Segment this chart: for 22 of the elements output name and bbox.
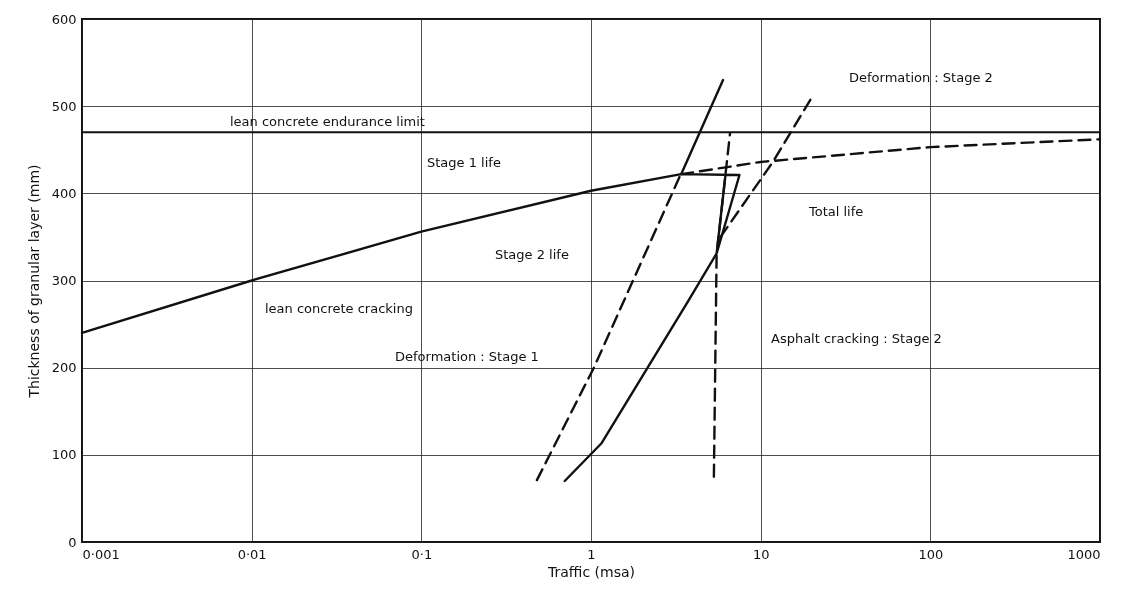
x-tick-label: 0·001: [82, 546, 120, 562]
annotation: Deformation : Stage 2: [849, 70, 993, 85]
annotation: Stage 2 life: [495, 247, 569, 262]
y-tick-label: 500: [51, 98, 77, 114]
x-tick-label: 100: [918, 546, 944, 562]
x-tick-label: 0·1: [411, 546, 433, 562]
x-tick-label: 0·01: [237, 546, 267, 562]
x-tick-label: 1: [587, 546, 596, 562]
y-tick-label: 600: [51, 11, 77, 27]
x-axis-title: Traffic (msa): [547, 563, 635, 580]
annotation: lean concrete cracking: [265, 301, 413, 316]
y-tick-label: 300: [51, 273, 77, 288]
x-tick-label: 10: [752, 546, 770, 562]
y-tick-label: 200: [51, 360, 77, 376]
y-tick-label: 0: [68, 534, 77, 550]
y-axis-title: Thickness of granular layer (mm): [25, 164, 42, 399]
x-tick-label: 1000: [1067, 546, 1101, 562]
y-tick-label: 100: [51, 447, 77, 463]
annotation: Stage 1 life: [427, 155, 501, 170]
y-tick-label: 400: [51, 185, 77, 201]
annotation: Asphalt cracking : Stage 2: [771, 331, 942, 346]
annotation: Total life: [808, 204, 864, 219]
